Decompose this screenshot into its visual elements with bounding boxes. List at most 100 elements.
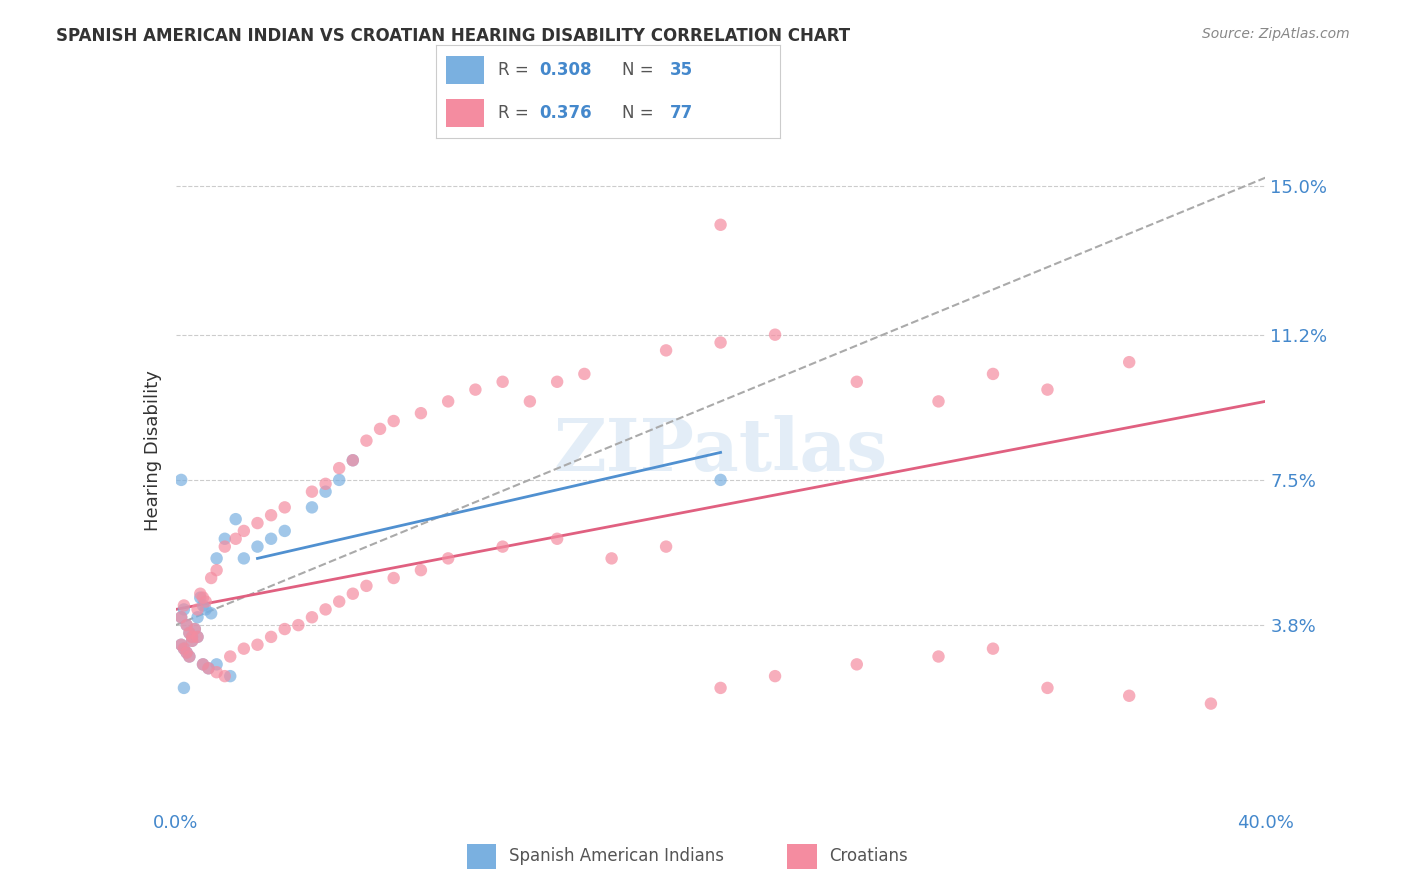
Text: Spanish American Indians: Spanish American Indians (509, 847, 724, 865)
Point (845, 657, 868, 672)
Point (186, 630, 209, 644)
Point (382, 414, 405, 428)
Point (655, 540, 678, 554)
Point (214, 532, 236, 546)
Point (191, 591, 214, 605)
FancyBboxPatch shape (467, 844, 496, 869)
Point (301, 500, 323, 515)
Point (176, 646, 198, 660)
Point (845, 375, 868, 389)
Point (274, 622, 297, 636)
Point (200, 607, 222, 621)
Point (356, 434, 378, 448)
Point (260, 508, 283, 523)
Point (655, 343, 678, 358)
Point (200, 571, 222, 585)
Point (301, 610, 323, 624)
FancyBboxPatch shape (446, 56, 484, 84)
Text: SPANISH AMERICAN INDIAN VS CROATIAN HEARING DISABILITY CORRELATION CHART: SPANISH AMERICAN INDIAN VS CROATIAN HEAR… (56, 27, 851, 45)
Point (519, 394, 541, 409)
Point (928, 394, 950, 409)
Point (170, 473, 193, 487)
Point (170, 610, 193, 624)
Point (179, 649, 201, 664)
Point (194, 594, 217, 608)
Point (173, 641, 195, 656)
Point (710, 218, 733, 232)
Text: 0.0%: 0.0% (153, 814, 198, 832)
FancyBboxPatch shape (787, 844, 817, 869)
Point (1118, 355, 1140, 369)
Point (186, 610, 209, 624)
Point (315, 484, 337, 499)
Point (179, 626, 201, 640)
Point (188, 591, 211, 605)
Point (710, 335, 733, 350)
Text: Croatians: Croatians (830, 847, 908, 865)
Point (205, 551, 228, 566)
Point (184, 622, 207, 636)
Point (1036, 681, 1059, 695)
Point (437, 551, 460, 566)
Point (981, 641, 1004, 656)
Point (368, 422, 391, 436)
Point (186, 630, 209, 644)
Point (191, 657, 214, 672)
Point (173, 602, 195, 616)
Point (763, 327, 786, 342)
Point (287, 618, 309, 632)
Point (170, 638, 193, 652)
Point (205, 665, 228, 680)
FancyBboxPatch shape (446, 99, 484, 127)
Point (205, 657, 228, 672)
Point (710, 681, 733, 695)
Text: 0.376: 0.376 (540, 104, 592, 122)
Point (197, 661, 219, 675)
Point (214, 540, 236, 554)
Point (1036, 383, 1059, 397)
Point (356, 579, 378, 593)
Point (315, 602, 337, 616)
Point (409, 563, 432, 577)
Text: N =: N = (621, 104, 659, 122)
Point (328, 461, 350, 475)
Point (409, 406, 432, 420)
Point (301, 484, 323, 499)
Point (232, 524, 254, 538)
Point (186, 602, 209, 616)
Point (1118, 689, 1140, 703)
Point (382, 571, 405, 585)
Point (205, 563, 228, 577)
Text: 35: 35 (671, 61, 693, 78)
Point (173, 641, 195, 656)
Point (184, 622, 207, 636)
Point (260, 630, 283, 644)
Point (225, 512, 247, 526)
Point (232, 551, 254, 566)
Text: ZIPatlas: ZIPatlas (554, 415, 887, 486)
Point (181, 633, 204, 648)
Point (232, 641, 254, 656)
Text: Source: ZipAtlas.com: Source: ZipAtlas.com (1202, 27, 1350, 41)
Point (546, 532, 568, 546)
Point (246, 540, 269, 554)
Text: N =: N = (621, 61, 659, 78)
Point (260, 532, 283, 546)
Point (492, 375, 515, 389)
Point (600, 551, 623, 566)
Point (176, 618, 198, 632)
Point (191, 657, 214, 672)
Point (194, 602, 217, 616)
Point (342, 453, 364, 467)
Point (219, 649, 242, 664)
Point (246, 516, 269, 530)
Point (181, 630, 204, 644)
Point (173, 599, 195, 613)
Point (1199, 697, 1222, 711)
Point (197, 661, 219, 675)
Point (574, 367, 596, 381)
Point (464, 383, 486, 397)
Point (170, 610, 193, 624)
Point (188, 587, 211, 601)
Point (710, 473, 733, 487)
